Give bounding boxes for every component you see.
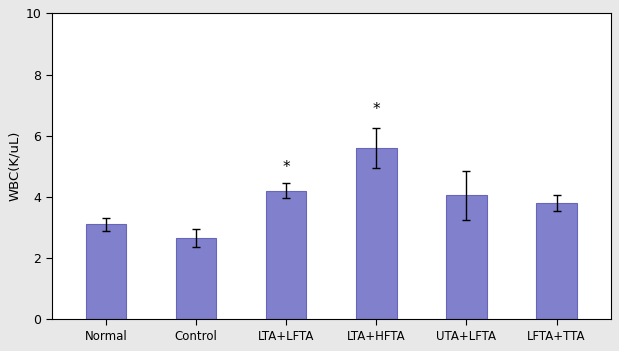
Bar bbox=[536, 203, 577, 319]
Text: *: * bbox=[282, 160, 290, 174]
Text: *: * bbox=[373, 102, 380, 117]
Bar bbox=[446, 196, 487, 319]
Y-axis label: WBC(K/uL): WBC(K/uL) bbox=[8, 131, 21, 201]
Bar bbox=[266, 191, 306, 319]
Bar bbox=[85, 224, 126, 319]
Bar bbox=[176, 238, 216, 319]
Bar bbox=[356, 148, 397, 319]
